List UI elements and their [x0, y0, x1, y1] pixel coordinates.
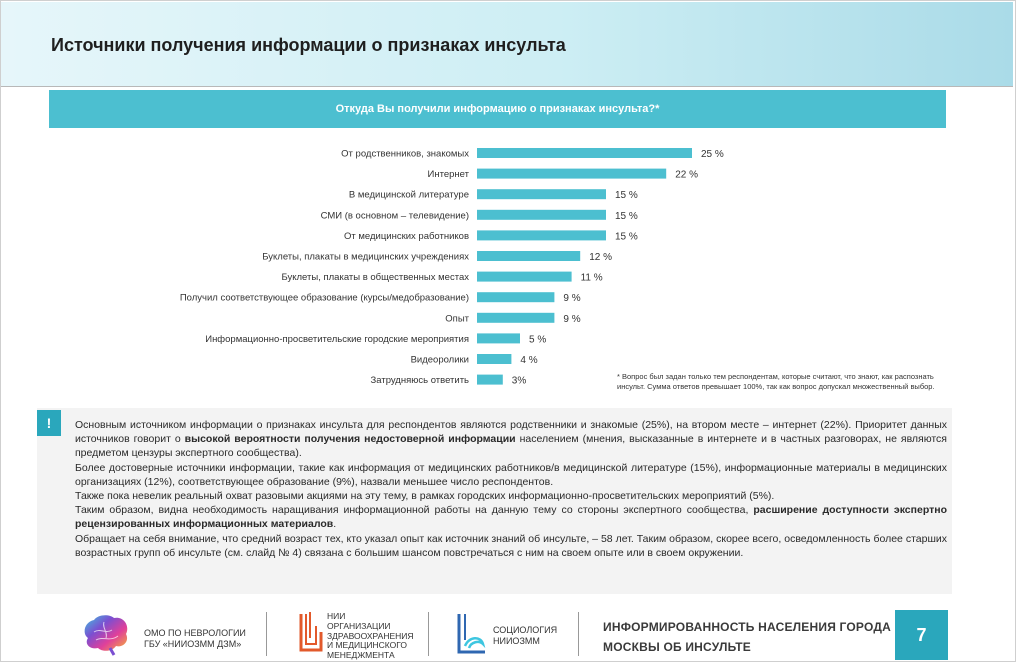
- slide-header: Источники получения информации о признак…: [1, 2, 1013, 86]
- org1-line: ОМО ПО НЕВРОЛОГИИ: [144, 628, 246, 638]
- category-label: Затрудняюсь ответить: [371, 375, 470, 386]
- conclusion-text: Основным источником информации о признак…: [75, 418, 947, 560]
- org2-line: ЗДРАВООХРАНЕНИЯ: [327, 630, 414, 641]
- conclusion-paragraph-1: Основным источником информации о признак…: [75, 418, 947, 461]
- org3-line: СОЦИОЛОГИЯ: [493, 625, 558, 635]
- category-label: Информационно-просветительские городские…: [205, 334, 469, 345]
- slide-title: Источники получения информации о признак…: [51, 35, 566, 55]
- org3-label: СОЦИОЛОГИЯ НИИОЗММ: [493, 625, 557, 647]
- org2-label: НИИ ОРГАНИЗАЦИИ ЗДРАВООХРАНЕНИЯ И МЕДИЦИ…: [327, 611, 414, 661]
- footer-divider: [578, 612, 579, 656]
- value-label: 22 %: [675, 170, 698, 181]
- category-label: СМИ (в основном – телевидение): [321, 210, 469, 221]
- chart-footnote: * Вопрос был задан только тем респондент…: [617, 372, 935, 391]
- page-number: 7: [895, 610, 948, 660]
- highlight-text: высокой вероятности получения недостовер…: [184, 433, 516, 446]
- bar: [477, 209, 606, 220]
- report-title-line: ИНФОРМИРОВАННОСТЬ НАСЕЛЕНИЯ ГОРОДА: [603, 620, 891, 634]
- category-label: Получил соответствующее образование (кур…: [180, 293, 469, 304]
- bar: [477, 189, 606, 200]
- conclusion-box: [37, 408, 952, 594]
- text-span: .: [333, 518, 337, 531]
- value-label: 9 %: [563, 293, 580, 304]
- conclusion-paragraph-5: Обращает на себя внимание, что средний в…: [75, 532, 947, 559]
- bar: [477, 168, 667, 179]
- category-label: Буклеты, плакаты в медицинских учреждени…: [262, 252, 469, 263]
- sociology-logo-icon: [457, 614, 486, 654]
- conclusion-paragraph-4: Таким образом, видна необходимость наращ…: [75, 503, 947, 531]
- bar: [477, 374, 503, 385]
- text-span: населением (мнения, высказанные в интерн…: [75, 433, 947, 460]
- question-banner: Откуда Вы получили информацию о признака…: [49, 90, 946, 128]
- bar: [477, 333, 520, 344]
- category-label: От родственников, знакомых: [341, 149, 469, 160]
- report-title: ИНФОРМИРОВАННОСТЬ НАСЕЛЕНИЯ ГОРОДА МОСКВ…: [603, 617, 891, 657]
- value-label: 3%: [512, 376, 527, 387]
- exclamation-icon: !: [37, 410, 61, 436]
- value-label: 25 %: [701, 149, 724, 160]
- category-label: Видеоролики: [411, 355, 469, 366]
- org3-line: НИИОЗММ: [493, 636, 540, 646]
- org1-label: ОМО ПО НЕВРОЛОГИИ ГБУ «НИИОЗММ ДЗМ»: [144, 628, 246, 650]
- org1-line: ГБУ «НИИОЗММ ДЗМ»: [144, 639, 242, 649]
- category-label: Опыт: [445, 313, 469, 324]
- org2-line: НИИ: [327, 611, 346, 621]
- text-span: Таким образом, видна необходимость наращ…: [75, 504, 754, 517]
- text-span: Основным источником информации о признак…: [75, 419, 947, 446]
- value-label: 15 %: [615, 211, 638, 222]
- category-label: В медицинской литературе: [349, 190, 469, 201]
- conclusion-paragraph-2: Более достоверные источники информации, …: [75, 461, 947, 488]
- bar: [477, 230, 606, 241]
- bar: [477, 312, 555, 323]
- value-label: 12 %: [589, 252, 612, 263]
- category-label: От медицинских работников: [344, 231, 469, 242]
- report-title-line: МОСКВЫ ОБ ИНСУЛЬТЕ: [603, 640, 751, 654]
- value-label: 5 %: [529, 334, 546, 345]
- org2-line: И МЕДИЦИНСКОГО: [327, 640, 407, 651]
- value-label: 4 %: [520, 355, 537, 366]
- bar: [477, 251, 581, 261]
- conclusion-paragraph-3: Также пока невелик реальный охват разовы…: [75, 490, 775, 503]
- bar-chart: От родственников, знакомых 25 % Интернет 22…: [180, 148, 724, 387]
- footer-divider: [428, 612, 429, 656]
- org2-line: ОРГАНИЗАЦИИ: [327, 620, 391, 631]
- bar: [477, 271, 572, 282]
- value-label: 15 %: [615, 190, 638, 201]
- highlight-text: расширение доступности экспертно рецензи…: [75, 504, 947, 531]
- org2-line: МЕНЕДЖМЕНТА: [327, 650, 395, 661]
- niioz-logo-icon: [299, 612, 323, 652]
- header-divider: [1, 86, 1013, 87]
- category-label: Буклеты, плакаты в общественных местах: [281, 272, 469, 283]
- bar: [477, 354, 512, 364]
- bar: [477, 148, 692, 158]
- value-label: 11 %: [581, 273, 603, 284]
- category-label: Интернет: [428, 169, 470, 180]
- brain-logo-icon: [84, 615, 128, 656]
- bar: [477, 292, 555, 303]
- footer-divider: [266, 612, 267, 656]
- value-label: 15 %: [615, 231, 638, 242]
- value-label: 9 %: [563, 314, 580, 325]
